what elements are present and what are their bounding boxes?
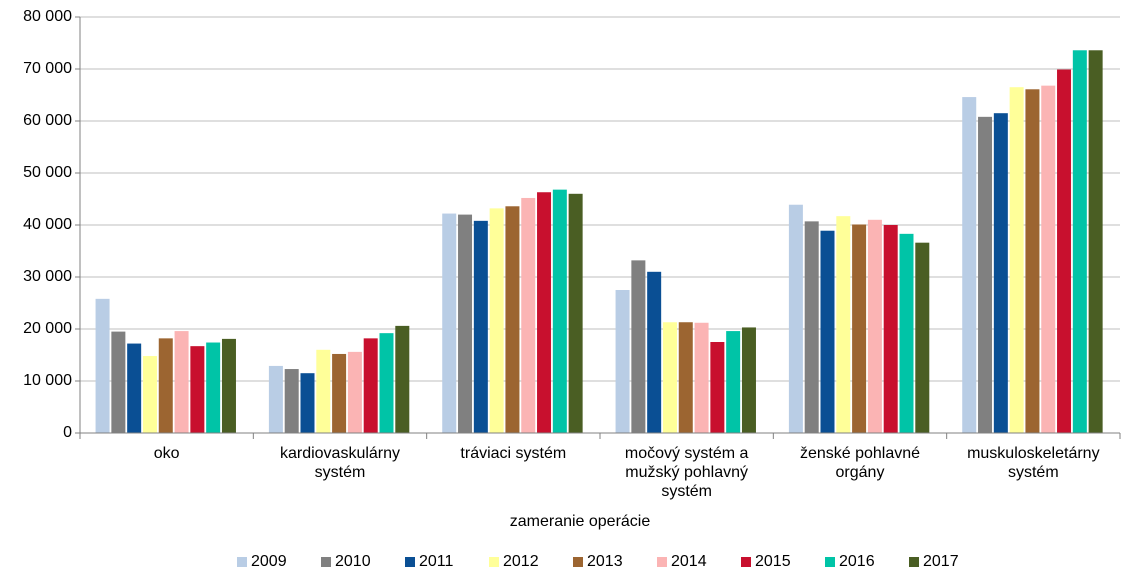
bar (332, 353, 347, 433)
bar (158, 338, 173, 433)
y-tick-label: 30 000 (23, 268, 72, 285)
x-tick-label: močový systém a mužský pohlavný systém (624, 445, 749, 500)
legend-label: 2017 (923, 553, 959, 570)
legend-label: 2011 (419, 553, 454, 570)
bar (95, 298, 110, 433)
bar (993, 113, 1008, 433)
bar (521, 197, 536, 433)
bar (710, 342, 725, 433)
bar (537, 192, 552, 433)
legend-swatch (657, 557, 667, 567)
bar (631, 260, 646, 433)
bar (1088, 50, 1103, 433)
bar (726, 331, 741, 433)
bar (820, 230, 835, 433)
legend-swatch (321, 557, 331, 567)
bar (284, 369, 299, 433)
bar (1009, 87, 1024, 433)
y-tick-label: 10 000 (23, 372, 72, 389)
bar (978, 116, 993, 433)
bar (647, 271, 662, 433)
bar (1072, 50, 1087, 433)
bar (899, 233, 914, 433)
bar (867, 219, 882, 433)
y-tick-label: 20 000 (23, 320, 72, 337)
bar (111, 331, 126, 433)
x-tick-label: muskuloskeletárny systém (967, 445, 1100, 481)
legend-label: 2012 (503, 553, 539, 570)
bar (741, 327, 756, 433)
bar (473, 220, 488, 433)
bar (190, 346, 205, 433)
x-axis-title: zameranie operácie (510, 513, 651, 530)
bar (174, 331, 189, 433)
bar (804, 221, 819, 433)
bar (552, 189, 567, 433)
legend-label: 2009 (251, 553, 287, 570)
bar (379, 333, 394, 433)
bar (962, 97, 977, 433)
bar (221, 338, 236, 433)
legend-label: 2015 (755, 553, 791, 570)
legend-swatch (741, 557, 751, 567)
y-tick-label: 80 000 (23, 8, 72, 25)
y-tick-label: 60 000 (23, 112, 72, 129)
legend-label: 2014 (671, 553, 707, 570)
bar (316, 349, 331, 433)
bar (206, 342, 221, 433)
x-tick-label: ženské pohlavné orgány (799, 445, 921, 481)
x-tick-label: tráviaci systém (460, 445, 567, 462)
legend-label: 2010 (335, 553, 371, 570)
legend-swatch (405, 557, 415, 567)
legend-swatch (237, 557, 247, 567)
x-tick-label: oko (153, 445, 180, 462)
y-tick-label: 70 000 (23, 60, 72, 77)
bar (127, 343, 142, 433)
bar (489, 208, 504, 433)
bar (662, 322, 677, 433)
bar (1041, 85, 1056, 433)
bar (1057, 69, 1072, 434)
x-tick-label: kardiovaskulárny systém (279, 445, 401, 481)
legend-label: 2016 (839, 553, 875, 570)
bar (300, 373, 315, 433)
legend-swatch (909, 557, 919, 567)
legend-swatch (489, 557, 499, 567)
bar (788, 204, 803, 433)
bar (852, 224, 867, 433)
bar (268, 365, 283, 433)
bar (883, 225, 898, 433)
bar (363, 338, 378, 433)
bar (678, 322, 693, 433)
bar (694, 322, 709, 433)
bar (505, 206, 520, 433)
y-tick-label: 0 (63, 424, 72, 441)
bar (142, 356, 157, 433)
bar (615, 290, 630, 433)
bar (347, 351, 362, 433)
bar (836, 216, 851, 433)
bar (568, 193, 583, 433)
bar (915, 242, 930, 433)
y-tick-label: 50 000 (23, 164, 72, 181)
bar (458, 214, 473, 433)
bar (395, 325, 410, 433)
legend-label: 2013 (587, 553, 623, 570)
legend-swatch (573, 557, 583, 567)
legend-swatch (825, 557, 835, 567)
bar (1025, 89, 1040, 433)
bar (442, 213, 457, 433)
y-tick-label: 40 000 (23, 216, 72, 233)
